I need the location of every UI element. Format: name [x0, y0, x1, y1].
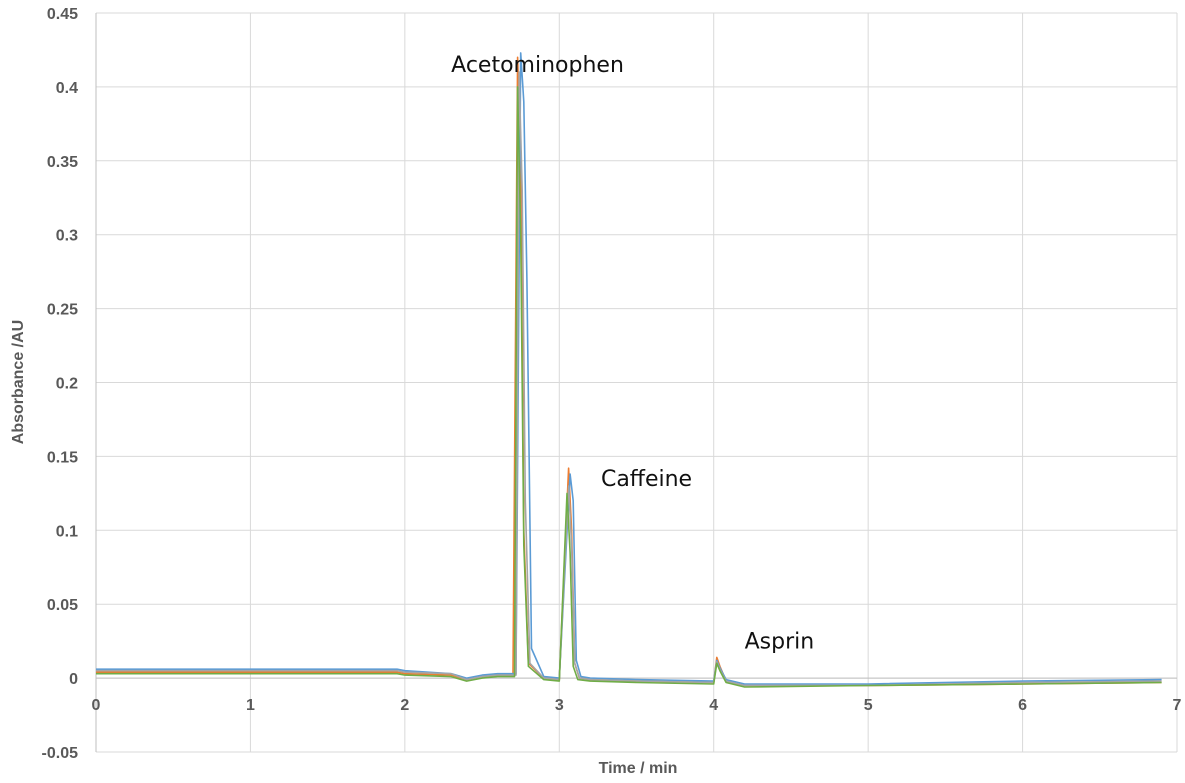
- y-tick-label: 0.15: [47, 449, 78, 466]
- series-line-4: [96, 86, 1162, 688]
- y-axis-title: Absorbance /AU: [10, 320, 27, 444]
- x-tick-label: 5: [864, 697, 873, 714]
- y-tick-label: 0.4: [56, 80, 78, 97]
- data-series: [96, 52, 1162, 688]
- x-axis-title: Time / min: [599, 760, 678, 777]
- y-tick-label: 0.1: [56, 523, 78, 540]
- series-line-3: [96, 71, 1162, 687]
- series-line-2: [96, 52, 1162, 685]
- x-tick-label: 0: [92, 697, 101, 714]
- peak-label: Acetominophen: [451, 53, 624, 78]
- y-tick-label: 0.45: [47, 6, 78, 23]
- y-tick-label: 0.35: [47, 154, 78, 171]
- peak-label: Caffeine: [601, 467, 692, 492]
- y-tick-label: 0.2: [56, 376, 78, 393]
- series-line-1: [96, 56, 1162, 687]
- x-tick-labels: 0 1 2 3 4 5 6 7: [92, 697, 1182, 714]
- x-tick-label: 4: [709, 697, 718, 714]
- x-tick-label: 7: [1173, 697, 1182, 714]
- grid-lines: [95, 12, 1178, 753]
- y-tick-labels: -0.05 0 0.05 0.1 0.15 0.2 0.25 0.3 0.35 0.4 0.45: [42, 6, 79, 762]
- y-tick-label: 0.3: [56, 228, 78, 245]
- x-tick-label: 3: [555, 697, 564, 714]
- y-tick-label: 0.25: [47, 302, 78, 319]
- x-tick-label: 1: [246, 697, 255, 714]
- y-tick-label: 0.05: [47, 597, 78, 614]
- y-tick-label: -0.05: [42, 745, 79, 762]
- peak-label: Asprin: [745, 630, 815, 655]
- axes: [95, 13, 1177, 752]
- y-tick-label: 0: [69, 671, 78, 688]
- peak-annotations: Acetominophen Caffeine Asprin: [451, 53, 814, 654]
- x-tick-label: 6: [1018, 697, 1027, 714]
- x-tick-label: 2: [400, 697, 409, 714]
